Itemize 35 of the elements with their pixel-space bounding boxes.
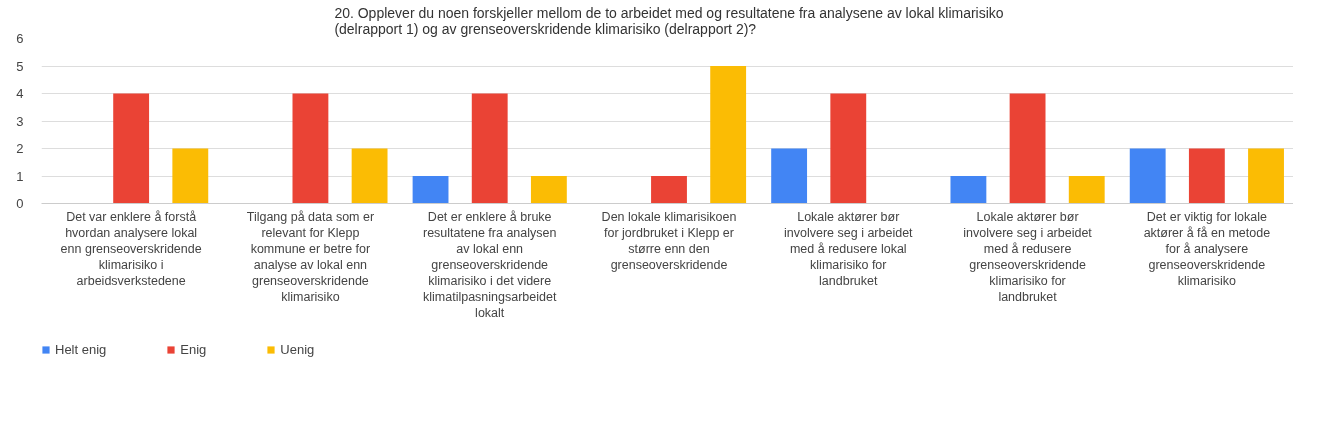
x-tick-label: Det er viktig for lokale aktører å få en metode for å analysere grenseoverskridende klimarisiko bbox=[1143, 209, 1271, 288]
y-tick-label: 1 bbox=[16, 168, 24, 184]
y-tick-label: 5 bbox=[16, 58, 24, 74]
bar bbox=[1068, 176, 1105, 204]
y-tick-label: 2 bbox=[16, 141, 24, 156]
bar bbox=[950, 176, 987, 204]
bar bbox=[651, 176, 687, 204]
bar bbox=[292, 93, 329, 204]
bar bbox=[1009, 93, 1046, 204]
x-tick-label: Lokale aktører bør involvere seg i arbeidet med å redusere grenseoverskridende klimarisiko for landbruket bbox=[963, 209, 1093, 304]
y-tick-label: 4 bbox=[16, 86, 24, 101]
bar bbox=[471, 93, 508, 204]
bar bbox=[771, 148, 808, 204]
y-tick-label: 0 bbox=[16, 196, 24, 211]
bar bbox=[412, 176, 449, 204]
x-tick-label: Det var enklere å forstå hvordan analysere lokal enn grenseoverskridende klimarisiko i arbeidsverkstedene bbox=[60, 209, 202, 288]
bar bbox=[113, 93, 150, 204]
y-tick-label: 3 bbox=[16, 113, 24, 129]
bar bbox=[1248, 148, 1284, 204]
x-tick-label: Lokale aktører bør involvere seg i arbeidet med å redusere lokal klimarisiko for landbruket bbox=[784, 209, 914, 288]
bar bbox=[1129, 148, 1166, 204]
x-tick-label: Tilgang på data som er relevant for Klepp kommune er betre for analyse av lokal enn grenseoverskridende klimarisiko bbox=[246, 209, 375, 304]
x-tick-label: Det er enklere å bruke resultatene fra analysen av lokal enn grenseoverskridende klimarisiko i det videre klimatilpasningsarbeidet lokalt bbox=[423, 209, 557, 321]
chart-title: 20. Opplever du noen forskjeller mellom de to arbeidet med og resultatene fra analysene av lokal klimarisiko (delrapport 1) og av grenseoverskridende klimarisiko (delrapport 2)? bbox=[334, 4, 1004, 37]
bar bbox=[172, 148, 209, 204]
legend-label: Uenig bbox=[280, 342, 315, 357]
bar bbox=[830, 93, 867, 204]
legend-label: Enig bbox=[180, 342, 207, 357]
y-tick-label: 6 bbox=[16, 31, 24, 46]
bar bbox=[710, 66, 747, 204]
legend-label: Helt enig bbox=[55, 342, 107, 357]
x-tick-label: Den lokale klimarisikoen for jordbruket i Klepp er større enn den grenseoverskridende bbox=[601, 209, 737, 272]
bar bbox=[1188, 148, 1225, 204]
bar bbox=[530, 176, 567, 204]
bar bbox=[351, 148, 388, 204]
